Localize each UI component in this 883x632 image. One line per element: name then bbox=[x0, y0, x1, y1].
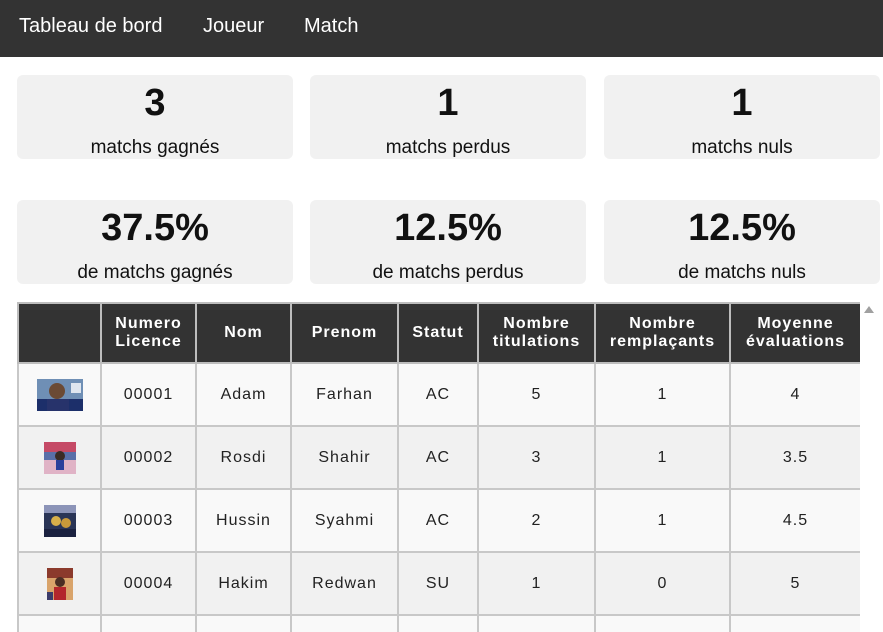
stat-card-losses-percent: 12.5% de matchs perdus bbox=[310, 200, 586, 284]
remplacants-cell: 0 bbox=[594, 551, 731, 616]
scroll-up-arrow-icon[interactable] bbox=[864, 306, 874, 313]
player-photo-icon bbox=[43, 441, 76, 474]
table-row[interactable]: 00004 Hakim Redwan SU 1 0 5 bbox=[17, 551, 860, 616]
table-row[interactable] bbox=[17, 614, 860, 632]
table-row[interactable]: 00003 Hussin Syahmi AC 2 1 4.5 bbox=[17, 488, 860, 553]
stat-card-wins-percent: 37.5% de matchs gagnés bbox=[17, 200, 293, 284]
photo-cell bbox=[17, 488, 102, 553]
stat-value: 1 bbox=[731, 82, 753, 124]
player-photo-icon bbox=[36, 378, 83, 411]
licence-cell: 00002 bbox=[100, 425, 197, 490]
titulations-cell: 3 bbox=[477, 425, 596, 490]
header-nombre-remplacants[interactable]: Nombre remplaçants bbox=[594, 302, 731, 364]
player-photo-icon bbox=[46, 567, 73, 600]
table-header-row: Numero Licence Nom Prenom Statut Nombre … bbox=[17, 302, 860, 364]
header-photo bbox=[17, 302, 102, 364]
stat-label: matchs perdus bbox=[385, 137, 511, 158]
stat-card-draws: 1 matchs nuls bbox=[604, 75, 880, 159]
statut-cell: AC bbox=[397, 425, 479, 490]
evaluations-cell: 4 bbox=[729, 362, 860, 427]
stat-value: 1 bbox=[437, 82, 459, 124]
players-table-container: Numero Licence Nom Prenom Statut Nombre … bbox=[17, 302, 860, 632]
statut-cell: AC bbox=[397, 488, 479, 553]
evaluations-cell: 5 bbox=[729, 551, 860, 616]
photo-cell bbox=[17, 362, 102, 427]
prenom-cell: Syahmi bbox=[290, 488, 399, 553]
statut-cell: SU bbox=[397, 551, 479, 616]
titulations-cell: 5 bbox=[477, 362, 596, 427]
stat-card-draws-percent: 12.5% de matchs nuls bbox=[604, 200, 880, 284]
stat-value: 37.5% bbox=[101, 207, 209, 249]
stat-label: de matchs gagnés bbox=[77, 262, 233, 283]
stat-value: 3 bbox=[144, 82, 166, 124]
remplacants-cell: 1 bbox=[594, 425, 731, 490]
stat-card-wins: 3 matchs gagnés bbox=[17, 75, 293, 159]
remplacants-cell: 1 bbox=[594, 488, 731, 553]
nav-tableau-de-bord[interactable]: Tableau de bord bbox=[19, 15, 163, 37]
nom-cell bbox=[195, 614, 292, 632]
nom-cell: Adam bbox=[195, 362, 292, 427]
licence-cell: 00003 bbox=[100, 488, 197, 553]
titulations-cell: 1 bbox=[477, 551, 596, 616]
stat-label: de matchs perdus bbox=[372, 262, 524, 283]
licence-cell bbox=[100, 614, 197, 632]
prenom-cell: Shahir bbox=[290, 425, 399, 490]
stat-label: matchs gagnés bbox=[90, 137, 220, 158]
statut-cell: AC bbox=[397, 362, 479, 427]
remplacants-cell: 1 bbox=[594, 362, 731, 427]
evaluations-cell: 3.5 bbox=[729, 425, 860, 490]
nom-cell: Rosdi bbox=[195, 425, 292, 490]
header-prenom[interactable]: Prenom bbox=[290, 302, 399, 364]
photo-cell bbox=[17, 551, 102, 616]
evaluations-cell: 4.5 bbox=[729, 488, 860, 553]
titulations-cell: 2 bbox=[477, 488, 596, 553]
stat-label: matchs nuls bbox=[691, 137, 793, 158]
header-statut[interactable]: Statut bbox=[397, 302, 479, 364]
nom-cell: Hakim bbox=[195, 551, 292, 616]
statut-cell bbox=[397, 614, 479, 632]
stat-label: de matchs nuls bbox=[678, 262, 806, 283]
nav-match[interactable]: Match bbox=[304, 15, 359, 37]
nav-joueur[interactable]: Joueur bbox=[203, 15, 265, 37]
prenom-cell: Farhan bbox=[290, 362, 399, 427]
prenom-cell bbox=[290, 614, 399, 632]
stat-card-losses: 1 matchs perdus bbox=[310, 75, 586, 159]
header-numero-licence[interactable]: Numero Licence bbox=[100, 302, 197, 364]
top-navbar: Tableau de bord Joueur Match bbox=[0, 0, 883, 57]
evaluations-cell bbox=[729, 614, 860, 632]
remplacants-cell bbox=[594, 614, 731, 632]
players-table: Numero Licence Nom Prenom Statut Nombre … bbox=[17, 302, 860, 632]
titulations-cell bbox=[477, 614, 596, 632]
licence-cell: 00004 bbox=[100, 551, 197, 616]
stat-value: 12.5% bbox=[394, 207, 502, 249]
header-nombre-titulations[interactable]: Nombre titulations bbox=[477, 302, 596, 364]
header-moyenne-evaluations[interactable]: Moyenne évaluations bbox=[729, 302, 860, 364]
licence-cell: 00001 bbox=[100, 362, 197, 427]
prenom-cell: Redwan bbox=[290, 551, 399, 616]
header-nom[interactable]: Nom bbox=[195, 302, 292, 364]
table-row[interactable]: 00001 Adam Farhan AC 5 1 4 bbox=[17, 362, 860, 427]
table-row[interactable]: 00002 Rosdi Shahir AC 3 1 3.5 bbox=[17, 425, 860, 490]
stat-value: 12.5% bbox=[688, 207, 796, 249]
photo-cell bbox=[17, 425, 102, 490]
photo-cell bbox=[17, 614, 102, 632]
player-photo-icon bbox=[43, 504, 76, 537]
nom-cell: Hussin bbox=[195, 488, 292, 553]
